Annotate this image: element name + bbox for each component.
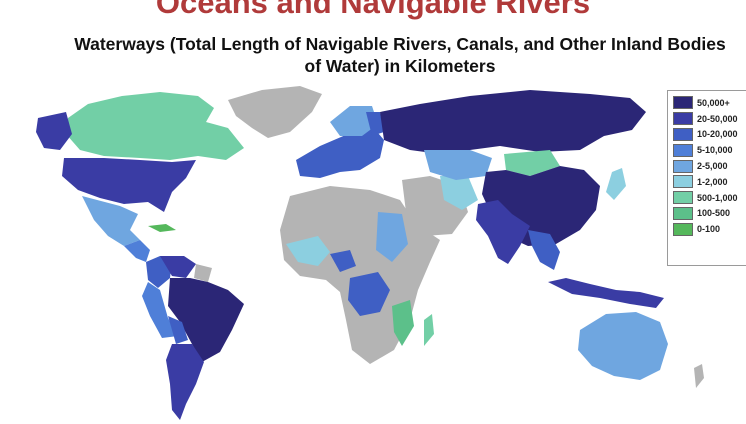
legend-swatch [673, 112, 693, 126]
legend-swatch [673, 96, 693, 110]
region-southeast-asia [528, 230, 560, 270]
legend-label: 20-50,000 [697, 113, 738, 124]
map-title-line-1: Waterways (Total Length of Navigable Riv… [74, 34, 726, 54]
map-legend: 50,000+ 20-50,000 10-20,000 5-10,000 2-5,000… [667, 90, 746, 266]
legend-swatch [673, 191, 693, 205]
legend-item: 0-100 [673, 221, 746, 237]
region-east-africa-coast [392, 300, 414, 346]
region-india [476, 200, 530, 264]
legend-label: 50,000+ [697, 97, 730, 108]
region-usa [62, 158, 196, 212]
legend-swatch [673, 206, 693, 220]
legend-swatch [673, 143, 693, 157]
legend-swatch [673, 175, 693, 189]
legend-item: 10-20,000 [673, 127, 746, 143]
region-guianas [194, 264, 212, 282]
region-russia [380, 90, 646, 154]
region-west-africa [286, 236, 330, 266]
legend-label: 1-2,000 [697, 176, 728, 187]
legend-item: 2-5,000 [673, 158, 746, 174]
legend-label: 2-5,000 [697, 161, 728, 172]
region-canada [66, 92, 244, 160]
legend-item: 20-50,000 [673, 111, 746, 127]
region-congo [348, 272, 390, 316]
region-finland [366, 112, 384, 136]
region-cuba [148, 224, 176, 232]
region-alaska [36, 112, 72, 150]
legend-item: 5-10,000 [673, 142, 746, 158]
region-australia [578, 312, 668, 380]
region-sudan [376, 212, 408, 262]
legend-item: 100-500 [673, 206, 746, 222]
region-indonesia [548, 278, 664, 308]
region-europe [296, 126, 384, 178]
region-madagascar [424, 314, 434, 346]
region-argentina [166, 344, 204, 420]
legend-label: 0-100 [697, 224, 721, 235]
legend-swatch [673, 222, 693, 236]
legend-label: 100-500 [697, 208, 731, 219]
legend-label: 500-1,000 [697, 192, 738, 203]
legend-item: 500-1,000 [673, 190, 746, 206]
map-title-line-2: of Water) in Kilometers [304, 56, 496, 76]
region-mexico [82, 196, 140, 246]
region-central-america [124, 240, 150, 262]
region-mongolia [504, 150, 560, 176]
legend-item: 1-2,000 [673, 174, 746, 190]
legend-swatch [673, 159, 693, 173]
region-iran [440, 176, 478, 210]
region-japan [606, 168, 626, 200]
region-new-zealand [694, 364, 704, 388]
region-peru [142, 282, 178, 338]
region-scandinavia [330, 106, 378, 136]
region-kazakhstan [424, 150, 492, 180]
legend-swatch [673, 127, 693, 141]
legend-label: 5-10,000 [697, 145, 733, 156]
region-brazil [168, 278, 244, 362]
region-greenland [228, 86, 322, 138]
region-venezuela [160, 256, 196, 278]
legend-item: 50,000+ [673, 95, 746, 111]
legend-label: 10-20,000 [697, 129, 738, 140]
region-bolivia [168, 316, 188, 344]
region-nigeria [330, 250, 356, 272]
map-title: Waterways (Total Length of Navigable Riv… [20, 33, 746, 77]
slide-title: Oceans and Navigable Rivers [155, 0, 591, 20]
